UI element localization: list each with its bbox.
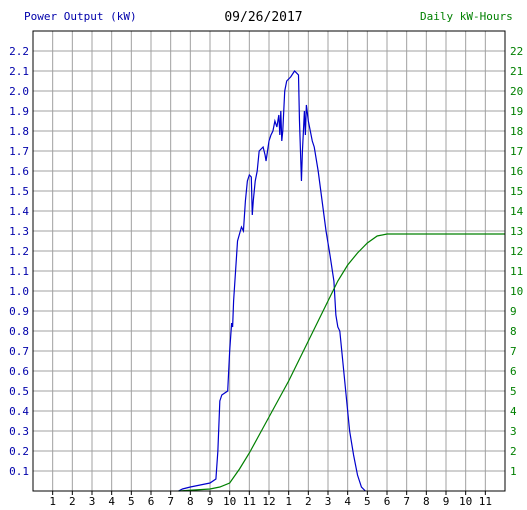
x-tick-label: 9 [207, 495, 214, 508]
x-tick-label: 10 [223, 495, 236, 508]
right-tick-label: 14 [510, 205, 524, 218]
x-tick-label: 6 [384, 495, 391, 508]
left-tick-label: 1.7 [9, 145, 29, 158]
daily-kwh-line [178, 233, 505, 492]
left-tick-label: 2.0 [9, 85, 29, 98]
right-tick-label: 1 [510, 465, 517, 478]
right-tick-label: 21 [510, 65, 523, 78]
right-tick-label: 2 [510, 445, 517, 458]
x-tick-label: 4 [344, 495, 351, 508]
x-tick-label: 5 [364, 495, 371, 508]
power-output-line [178, 70, 366, 492]
x-tick-label: 1 [49, 495, 56, 508]
left-tick-label: 0.2 [9, 445, 29, 458]
right-tick-label: 11 [510, 265, 523, 278]
right-tick-label: 15 [510, 185, 523, 198]
left-tick-label: 1.4 [9, 205, 29, 218]
left-tick-label: 1.8 [9, 125, 29, 138]
x-tick-label: 4 [108, 495, 115, 508]
left-tick-label: 0.4 [9, 405, 29, 418]
left-tick-label: 0.8 [9, 325, 29, 338]
right-tick-label: 7 [510, 345, 517, 358]
right-tick-label: 5 [510, 385, 517, 398]
x-tick-label: 10 [459, 495, 472, 508]
left-tick-label: 1.9 [9, 105, 29, 118]
x-tick-label: 7 [167, 495, 174, 508]
right-tick-label: 8 [510, 325, 517, 338]
left-tick-label: 0.9 [9, 305, 29, 318]
x-tick-label: 2 [305, 495, 312, 508]
right-tick-label: 9 [510, 305, 517, 318]
left-tick-label: 1.5 [9, 185, 29, 198]
left-tick-label: 0.1 [9, 465, 29, 478]
right-tick-label: 17 [510, 145, 523, 158]
chart-title: 09/26/2017 [224, 10, 303, 25]
left-tick-label: 1.2 [9, 245, 29, 258]
plot-border [32, 30, 506, 492]
x-tick-label: 11 [479, 495, 492, 508]
left-tick-label: 0.3 [9, 425, 29, 438]
tick-labels: 1 2 3 4 5 6 7 8 9 10 11 12 1 2 3 4 5 6 7 8 9 10 110.10.20.30.4… [9, 45, 523, 508]
left-tick-label: 1.3 [9, 225, 29, 238]
x-tick-label: 5 [128, 495, 135, 508]
right-tick-label: 10 [510, 285, 523, 298]
left-tick-label: 1.6 [9, 165, 29, 178]
left-tick-label: 0.5 [9, 385, 29, 398]
right-tick-label: 16 [510, 165, 523, 178]
x-tick-label: 1 [285, 495, 292, 508]
left-tick-label: 2.2 [9, 45, 29, 58]
x-tick-label: 8 [423, 495, 430, 508]
right-tick-label: 4 [510, 405, 517, 418]
x-tick-label: 12 [262, 495, 275, 508]
x-tick-label: 9 [443, 495, 450, 508]
right-tick-label: 13 [510, 225, 523, 238]
left-tick-label: 1.1 [9, 265, 29, 278]
right-tick-label: 20 [510, 85, 523, 98]
x-tick-label: 11 [243, 495, 256, 508]
x-tick-label: 8 [187, 495, 194, 508]
x-tick-label: 3 [325, 495, 332, 508]
left-tick-label: 0.6 [9, 365, 29, 378]
right-tick-label: 12 [510, 245, 523, 258]
left-tick-label: 1.0 [9, 285, 29, 298]
right-tick-label: 22 [510, 45, 523, 58]
right-tick-label: 3 [510, 425, 517, 438]
x-tick-label: 7 [403, 495, 410, 508]
series-group [178, 70, 505, 492]
left-axis-label: Power Output (kW) [24, 10, 137, 23]
x-tick-label: 6 [148, 495, 155, 508]
x-tick-label: 3 [89, 495, 96, 508]
right-tick-label: 6 [510, 365, 517, 378]
right-tick-label: 19 [510, 105, 523, 118]
x-tick-label: 2 [69, 495, 76, 508]
right-tick-label: 18 [510, 125, 523, 138]
left-tick-label: 2.1 [9, 65, 29, 78]
left-tick-label: 0.7 [9, 345, 29, 358]
right-axis-label: Daily kW-Hours [420, 10, 513, 23]
grid [33, 31, 505, 495]
